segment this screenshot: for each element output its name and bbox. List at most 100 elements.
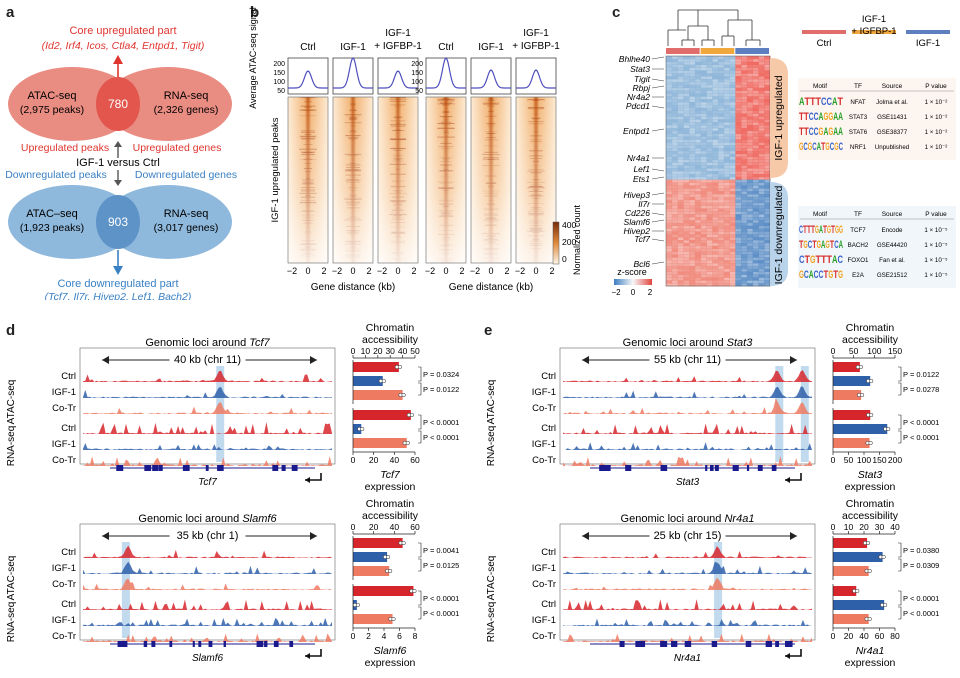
gene-name: Tcf7 [198,477,217,488]
b-x-tick: 2 [549,266,554,276]
b-colorbar-tick: 0 [562,254,567,264]
c-gene-label: Nr4a2 [627,92,650,102]
chrom-tick: 40 [890,522,900,532]
c-motif-p: 1 × 10⁻⁵ [924,272,948,279]
locus-span: 25 kb (chr 15) [654,530,722,542]
c-motif-source: GSE21512 [877,272,908,279]
c-motif-source: Encode [882,227,904,234]
track-label: Ctrl [541,423,556,434]
b-x-tick: 0 [488,266,493,276]
c-column-group-bar [700,48,735,54]
track-signal [563,442,812,450]
c-gene-label: Lef1 [633,164,650,174]
expr-bar [833,600,885,610]
svg-text:A: A [838,126,843,138]
chrom-title: accessibility [842,334,899,346]
track-label: Ctrl [61,371,76,382]
rna-up-title: RNA-seq [164,90,209,102]
expr-gene: Nr4a1 [856,645,885,657]
c-gene-label: Rbpj [633,83,652,93]
c-legend-label: + IGFBP-1 [851,26,896,37]
expr-tick: 2 [366,631,371,641]
b-profile-tick: 150 [273,70,285,77]
svg-text:G: G [828,126,833,138]
track-label: Co-Tr [532,631,556,642]
locus-title: Genomic loci around Stat3 [623,337,754,349]
expr-bar [833,424,888,434]
b-group-label: + IGFBP-1 [374,41,422,52]
svg-text:C: C [821,96,827,108]
rna-side-label: RNA-seq [486,602,497,643]
track-signal [83,599,332,610]
svg-text:A: A [833,111,838,123]
svg-text:A: A [821,239,825,251]
chrom-tick: 0 [351,346,356,356]
b-x-tick: 0 [533,266,538,276]
c-up-bracket [770,58,788,178]
panel-d-loci: Genomic loci around Tcf7 40 kb (chr 11) AT… [6,322,459,669]
c-zscore-tick: −2 [611,288,621,297]
b-x-tick: −2 [287,266,297,276]
expr-tick: 150 [872,455,886,465]
chrom-bar [833,362,860,372]
track-label: Ctrl [541,371,556,382]
b-profile-line [378,70,418,89]
c-table-header: Motif [813,211,827,218]
core-up-title: Core upregulated part [69,25,176,37]
svg-text:C: C [830,141,834,153]
expr-tick: 4 [382,631,387,641]
b-profile-tick: 100 [273,79,285,86]
svg-text:T: T [823,269,828,281]
locus-tcf7: Genomic loci around Tcf7 40 kb (chr 11) AT… [6,322,459,493]
expr-tick: 50 [844,455,854,465]
c-motif-source: GSE11431 [877,114,907,121]
chrom-tick: 10 [844,522,854,532]
c-motif-tf: TCF7 [850,227,866,234]
track-signal [563,599,812,610]
b-group-label: Ctrl [300,42,316,53]
b-x-tick: 0 [350,266,355,276]
svg-text:G: G [815,224,819,236]
expr-p: P < 0.0001 [903,418,939,427]
svg-text:G: G [827,224,831,236]
track-label: Co-Tr [52,631,76,642]
track-label: Co-Tr [532,403,556,414]
chrom-tick: 40 [390,522,400,532]
locus-slamf6: Genomic loci around Slamf6 35 kb (chr 1) A… [6,498,459,669]
comparison-label: IGF-1 versus Ctrl [76,157,160,169]
svg-text:A: A [832,96,838,108]
b-y-label: Average ATAC-seq signal [248,7,258,109]
rna-down-count: (3,017 genes) [154,222,219,234]
c-gene-label: Pdcd1 [626,101,650,111]
b-profile-tick: 50 [415,88,423,95]
b-profile-line [426,57,466,89]
overlap-down-count: 903 [108,215,128,229]
b-x-tick: 0 [443,266,448,276]
c-gene-label: Stat3 [630,64,650,74]
expr-bar [833,586,857,596]
chrom-bar [353,390,403,400]
chrom-p: P = 0.0122 [423,385,459,394]
c-gene-label: Bhlhe40 [619,54,650,64]
c-gene-label: Hivep3 [624,190,651,200]
venn-overlap-up [96,77,140,131]
b-x-tick: −2 [425,266,435,276]
svg-text:T: T [823,224,827,236]
svg-text:C: C [839,141,843,153]
chrom-p: P = 0.0380 [903,546,939,555]
c-motif-p: 1 × 10⁻⁵ [924,227,948,234]
b-colorbar-tick: 400 [562,220,576,230]
c-legend-swatch [906,30,950,34]
c-zscore-bar [614,279,652,285]
expr-tick: 0 [831,631,836,641]
core-down-genes: (Tcf7, Il7r, Hivep2, Lef1, Bach2) [45,291,192,300]
locus-frame [559,523,816,641]
chrom-tick: 20 [369,522,379,532]
svg-text:T: T [799,239,804,251]
track-signal [563,618,812,626]
chrom-tick: 0 [831,522,836,532]
c-motif-p: 1 × 10⁻² [925,99,948,106]
